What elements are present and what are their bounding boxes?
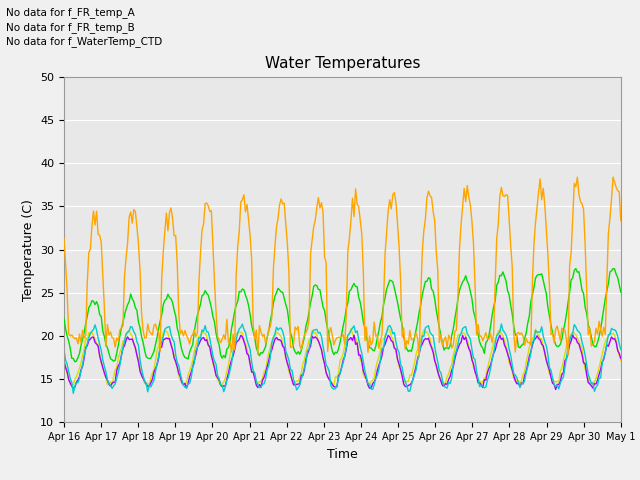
Text: No data for f_FR_temp_B: No data for f_FR_temp_B xyxy=(6,22,135,33)
Text: No data for f_FR_temp_A: No data for f_FR_temp_A xyxy=(6,7,135,18)
Title: Water Temperatures: Water Temperatures xyxy=(265,57,420,72)
Text: No data for f_WaterTemp_CTD: No data for f_WaterTemp_CTD xyxy=(6,36,163,47)
X-axis label: Time: Time xyxy=(327,448,358,461)
Y-axis label: Temperature (C): Temperature (C) xyxy=(22,199,35,300)
